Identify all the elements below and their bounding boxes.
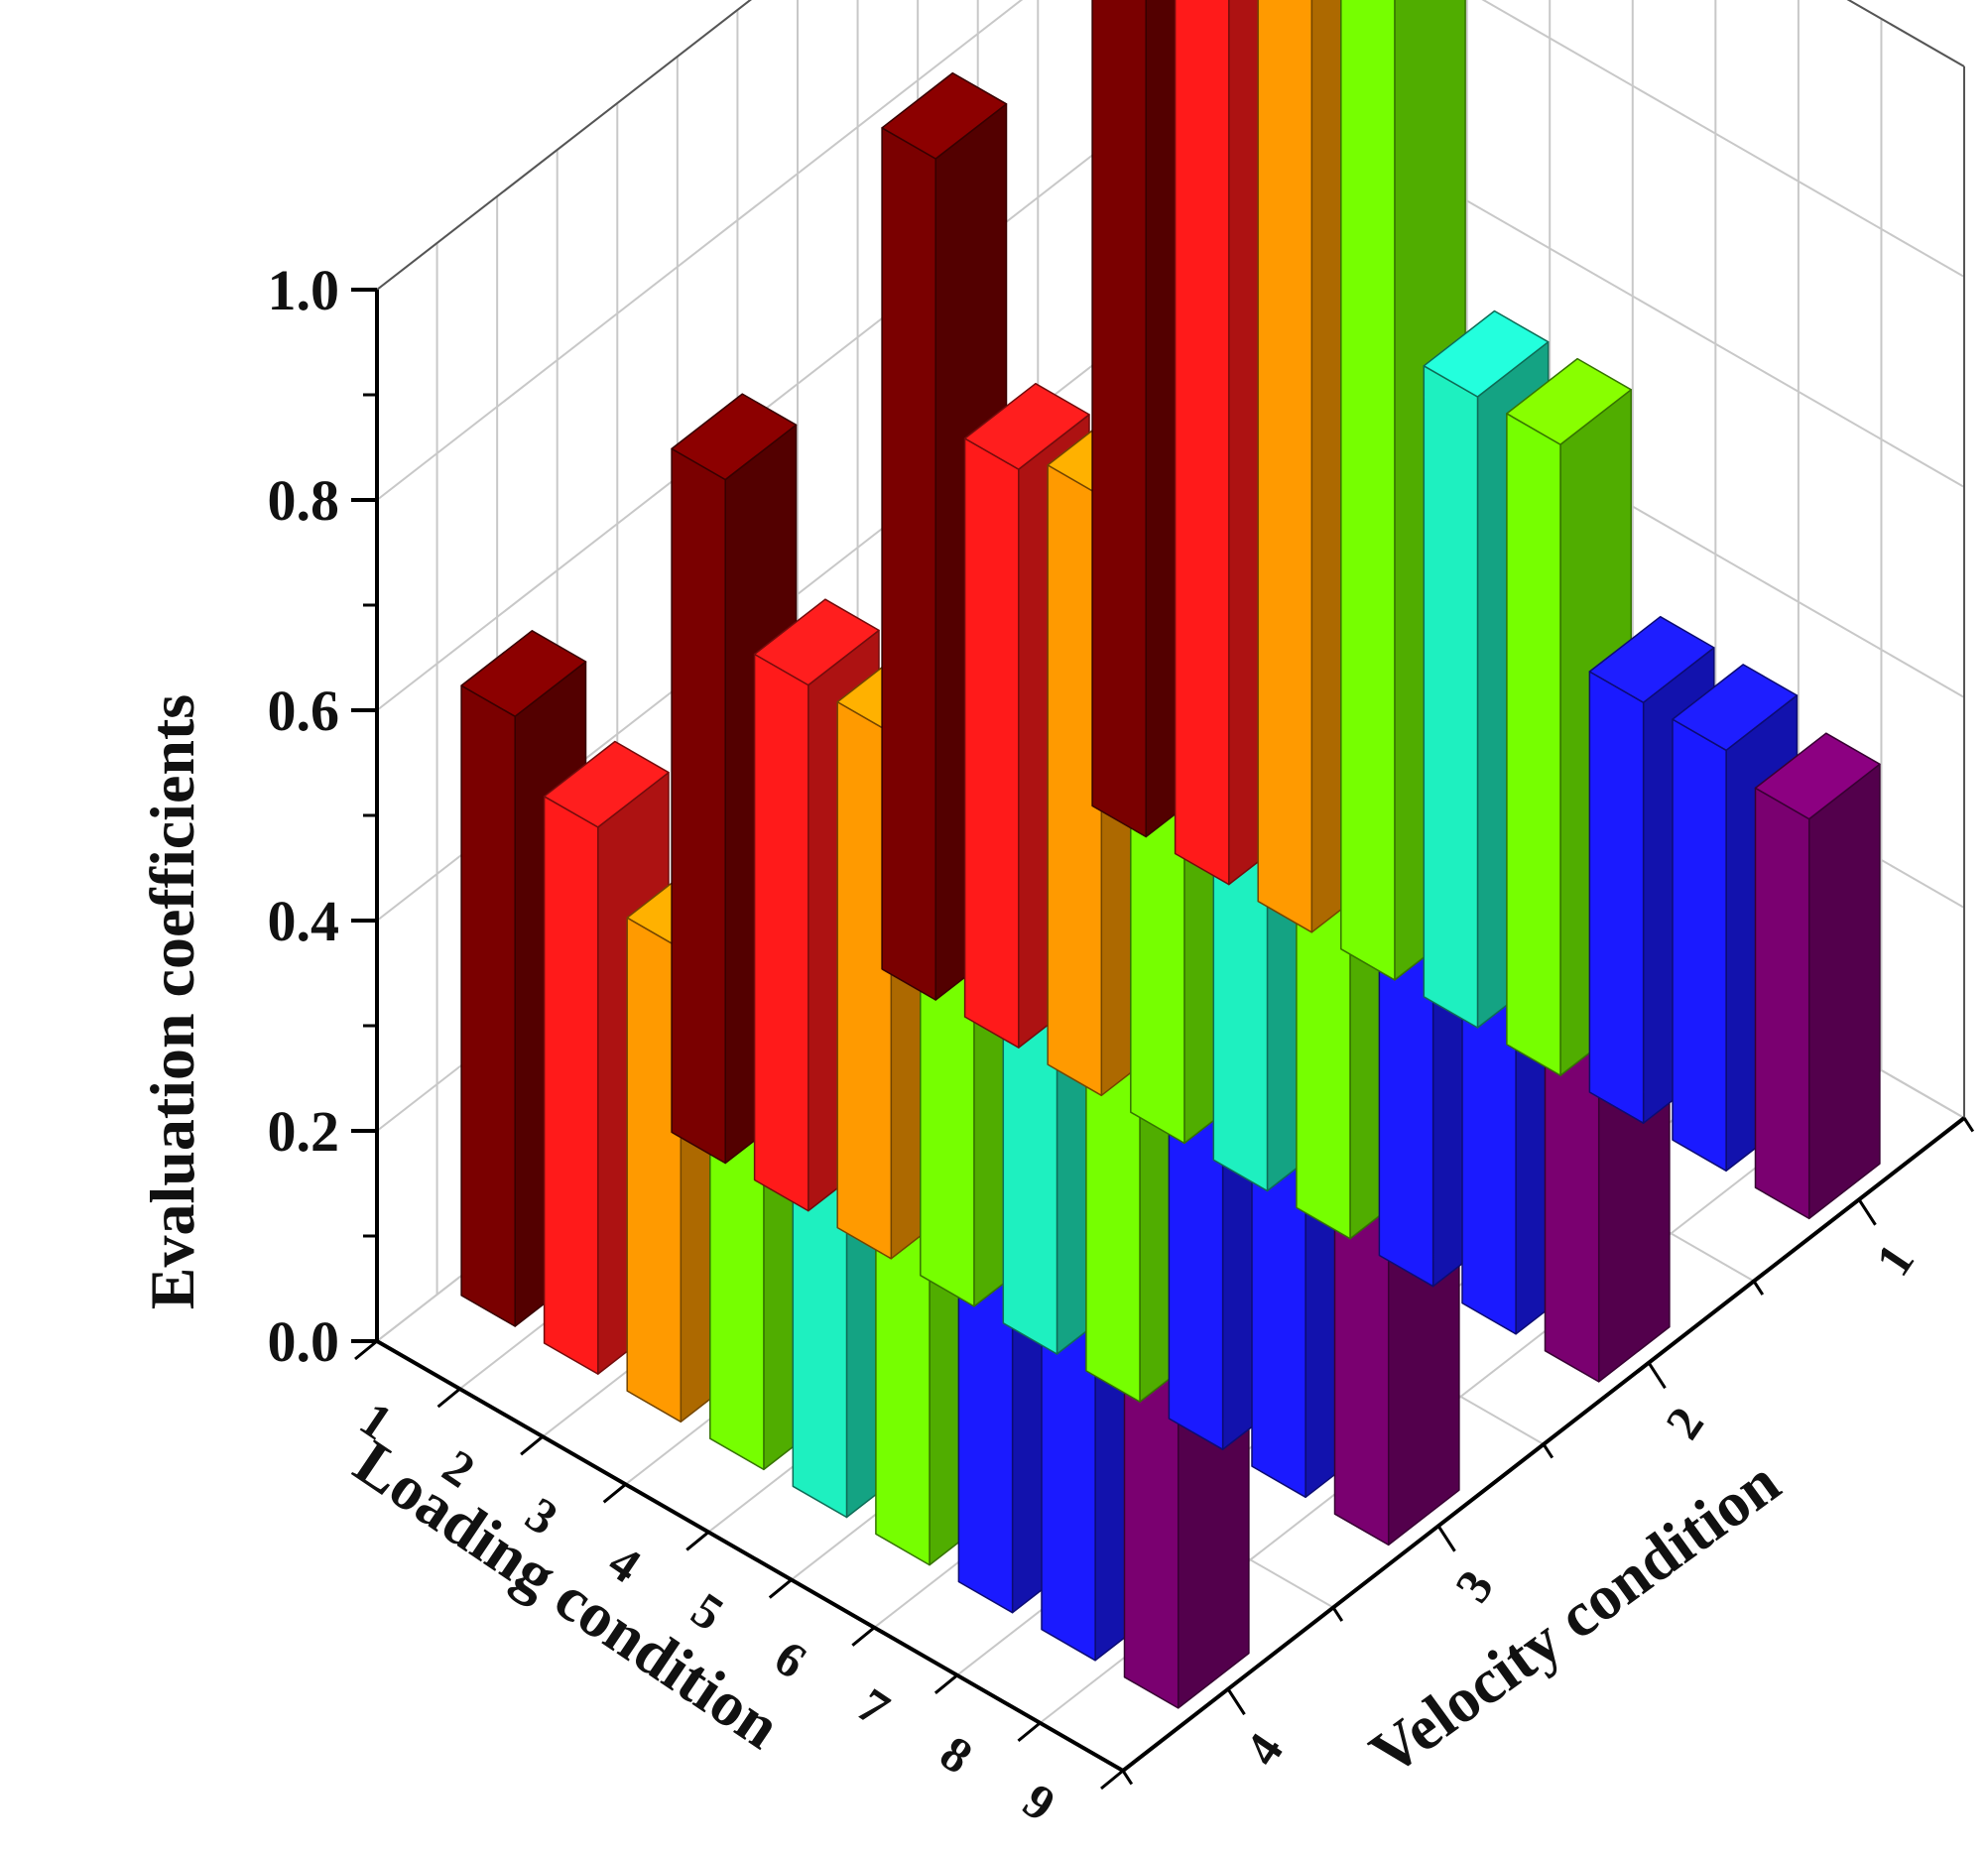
y-tick-label: 3: [1444, 1560, 1504, 1612]
axes-group: [351, 288, 1975, 1791]
wall-edge: [376, 0, 752, 291]
bar-face-top: [1754, 732, 1881, 820]
bars-group: [460, 0, 1881, 1709]
y-tick: [1121, 1770, 1134, 1786]
bar-face-front: [963, 437, 1020, 1049]
bar-face-front: [1091, 0, 1147, 838]
bar-face-top: [460, 630, 587, 717]
z-tick-label: 0.2: [268, 1099, 340, 1164]
x-tick-label: 5: [682, 1581, 733, 1641]
y-tick: [1331, 1606, 1344, 1622]
y-tick: [1752, 1280, 1765, 1296]
bar-face-top: [1506, 357, 1632, 445]
bar-face-front: [881, 127, 936, 1001]
bar-face-front: [1754, 787, 1810, 1220]
x-tick: [1017, 1721, 1042, 1743]
bar-face-front: [1506, 413, 1561, 1076]
bar-face-top: [881, 71, 1008, 160]
x-tick: [1100, 1769, 1124, 1791]
y-tick-label: 1: [1865, 1234, 1925, 1286]
side-wall-gridline: [1481, 0, 1965, 278]
bar-face-top: [1588, 615, 1715, 703]
bar-face-top: [1423, 309, 1550, 398]
x-tick: [685, 1531, 710, 1551]
x-tick-label: 6: [765, 1629, 816, 1688]
y-tick: [1542, 1443, 1554, 1459]
bar-face-top: [543, 740, 670, 828]
x-tick: [436, 1387, 461, 1409]
x-tick: [354, 1339, 378, 1361]
bar-face-front: [1672, 718, 1727, 1173]
z-tick-label: 0.8: [268, 468, 340, 533]
bar-face-top: [963, 382, 1090, 470]
bar-face-top: [671, 393, 798, 481]
bar-face-front: [1423, 365, 1479, 1029]
bar-face-top: [1672, 664, 1799, 752]
x-tick: [768, 1578, 793, 1599]
z-tick-label: 0.0: [268, 1309, 340, 1374]
bar-3d: [1754, 732, 1881, 1220]
y-tick-label: 2: [1655, 1397, 1714, 1448]
bar-face-front: [1588, 671, 1645, 1124]
bar-face-front: [460, 684, 516, 1327]
bar-face-front: [1257, 0, 1313, 933]
x-tick-label: 8: [931, 1725, 982, 1785]
bar-face-front: [1340, 0, 1396, 981]
x-axis-line: [376, 1339, 1124, 1773]
y-tick: [1647, 1361, 1667, 1390]
z-axis-title: Evaluation coefficients: [137, 694, 207, 1309]
bar-face-front: [1174, 0, 1230, 886]
bar-face-left: [1807, 763, 1881, 1220]
y-tick: [1962, 1117, 1975, 1133]
bar-face-front: [753, 653, 809, 1212]
bar-face-top: [753, 598, 880, 686]
y-tick: [1436, 1525, 1456, 1552]
x-tick: [933, 1673, 958, 1694]
x-tick-label: 9: [1014, 1773, 1065, 1832]
x-tick-label: 7: [848, 1676, 900, 1736]
y-tick-label: 4: [1234, 1723, 1294, 1775]
z-tick-label: 0.6: [268, 679, 340, 743]
y-tick: [1226, 1687, 1246, 1716]
bar-face-front: [671, 447, 726, 1165]
bar-face-front: [543, 796, 599, 1375]
x-tick: [851, 1626, 876, 1647]
z-tick-label: 0.4: [268, 889, 340, 953]
y-tick: [1857, 1198, 1877, 1226]
z-tick-label: 1.0: [268, 258, 340, 322]
x-tick: [520, 1435, 545, 1456]
x-tick: [602, 1483, 627, 1504]
